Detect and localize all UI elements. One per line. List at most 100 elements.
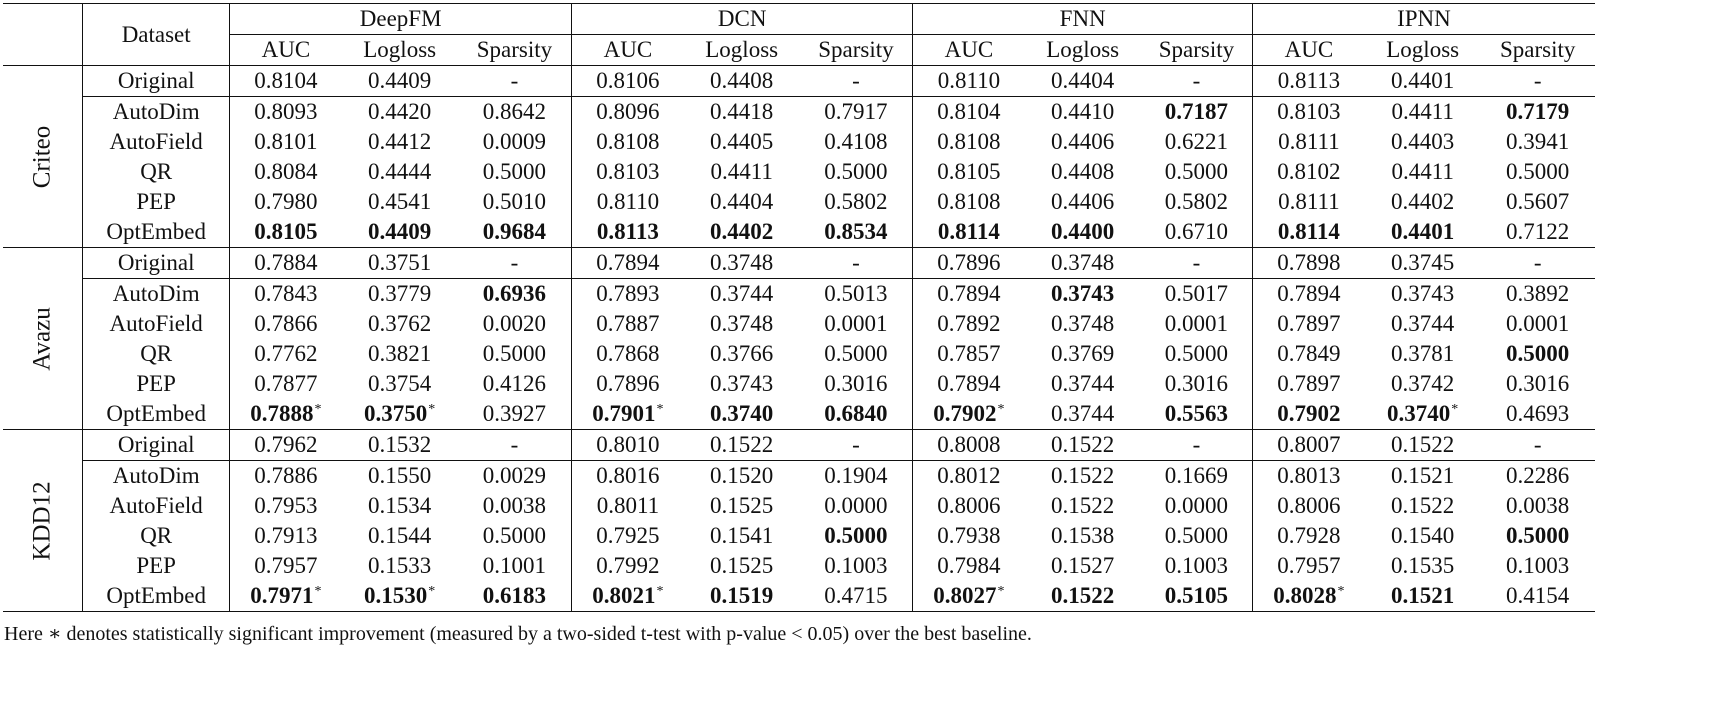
table-row: AutoField 0.7866 0.3762 0.0020 0.7887 0.3748 0… [3, 309, 1595, 339]
metric-value-cell: - [1480, 247, 1595, 279]
metric-value-cell: 0.7892 [912, 309, 1025, 339]
metric-value-cell: 0.8103 [1252, 96, 1365, 127]
metric-value-cell: 0.3766 [684, 339, 800, 369]
metric-value: 0.5010 [482, 189, 547, 214]
metric-value: 0.1520 [710, 463, 774, 488]
metric-value: 0.4411 [1391, 159, 1454, 184]
metric-value-cell: 0.3742 [1365, 369, 1481, 399]
metric-value: 0.7980 [254, 189, 318, 214]
metric-value: 0.9684 [482, 219, 547, 244]
table-row: AutoDim 0.8093 0.4420 0.8642 0.8096 0.4418 0.7… [3, 96, 1595, 128]
metric-value: 0.0001 [824, 311, 888, 336]
metric-value-cell: 0.4401 [1364, 65, 1481, 97]
metric-value: - [852, 250, 860, 275]
method-name: AutoField [82, 309, 230, 339]
method-name: Original [82, 65, 230, 97]
metric-value-cell: 0.8102 [1252, 157, 1365, 187]
metric-value-cell: 0.5105 [1140, 581, 1253, 612]
metric-value: 0.4411 [710, 159, 773, 184]
table-body: Criteo Original 0.8104 0.4409 - 0.8106 0.4408 -… [3, 65, 1595, 612]
metric-value-cell: 0.4444 [342, 157, 458, 187]
metric-value: 0.3744 [1051, 371, 1115, 396]
metric-value: - [510, 432, 519, 457]
metric-value: 0.3750 [364, 401, 428, 426]
metric-header-sparsity: Sparsity [457, 34, 572, 66]
metric-value-cell: 0.3744 [1024, 399, 1141, 430]
metric-value: 0.3927 [482, 401, 547, 426]
metric-value: 0.4715 [824, 583, 888, 608]
metric-value: - [1533, 250, 1542, 275]
metric-value-cell: 0.7857 [912, 339, 1025, 369]
metric-value-cell: 0.1001 [458, 551, 572, 581]
metric-value: 0.0001 [1164, 311, 1229, 336]
metric-value-cell: 0.3740* [1364, 399, 1481, 430]
metric-value-cell: 0.1533 [342, 551, 458, 581]
metric-value: 0.3742 [1391, 371, 1455, 396]
metric-value-cell: 0.3016 [1481, 369, 1595, 399]
metric-value: 0.7971 [250, 583, 314, 608]
metric-value-cell: 0.8010 [571, 429, 684, 461]
metric-value-cell: 0.0001 [800, 309, 913, 339]
metric-value-cell: 0.6840 [799, 399, 913, 430]
metric-value-cell: 0.7917 [800, 97, 913, 128]
metric-value-cell: 0.1522 [1025, 491, 1141, 521]
metric-value: 0.7894 [596, 250, 660, 275]
metric-value-cell: 0.3750* [341, 399, 458, 430]
metric-value-cell: 0.0001 [1141, 309, 1253, 339]
table-row: Criteo Original 0.8104 0.4409 - 0.8106 0.4408 -… [3, 65, 1595, 248]
metric-value: 0.5000 [824, 523, 888, 548]
metric-value-cell: 0.4411 [684, 157, 800, 187]
metric-value-cell: 0.1522 [1364, 429, 1481, 461]
significance-star-icon: * [428, 402, 436, 417]
metric-value: 0.7894 [937, 281, 1001, 306]
metric-value: 0.1522 [1391, 432, 1455, 457]
metric-value-cell: 0.8007 [1252, 429, 1365, 461]
metric-value: 0.3941 [1506, 129, 1570, 154]
metric-value: 0.7122 [1506, 219, 1570, 244]
metric-value: 0.1519 [710, 583, 774, 608]
metric-value: 0.8096 [596, 99, 660, 124]
metric-value: 0.7894 [937, 371, 1001, 396]
metric-value-cell: 0.7925 [571, 521, 684, 551]
metric-value: 0.8103 [1277, 99, 1341, 124]
metric-value: 0.8012 [937, 463, 1001, 488]
table-row: AutoDim 0.7886 0.1550 0.0029 0.8016 0.1520 0.1… [3, 460, 1595, 491]
metric-value-cell: 0.8028* [1252, 581, 1365, 612]
metric-value: 0.4693 [1506, 401, 1570, 426]
metric-value-cell: - [457, 65, 572, 97]
metric-value-cell: 0.1003 [1141, 551, 1253, 581]
results-table: Dataset DeepFM DCN FNN IPNN AUC Logloss Sp… [3, 3, 1595, 612]
metric-value: 0.6183 [482, 583, 547, 608]
metric-value-cell: 0.8111 [1252, 127, 1365, 157]
metric-value: 0.8108 [596, 129, 660, 154]
metric-value: 0.4405 [710, 129, 774, 154]
metric-value: 0.1530 [364, 583, 428, 608]
metric-value: 0.3743 [1051, 281, 1115, 306]
metric-value-cell: 0.4715 [799, 581, 913, 612]
metric-value-cell: 0.5017 [1141, 279, 1253, 310]
metric-value: 0.8102 [1277, 159, 1341, 184]
metric-header-logloss: Logloss [341, 34, 458, 66]
metric-value: 0.1003 [1506, 553, 1570, 578]
metric-value-cell: 0.4693 [1480, 399, 1595, 430]
metric-value: 0.8111 [1278, 189, 1340, 214]
metric-value: 0.8028 [1273, 583, 1337, 608]
metric-value-cell: 0.5000 [1481, 157, 1595, 187]
metric-value-cell: - [1140, 65, 1253, 97]
metric-value-cell: 0.4406 [1025, 127, 1141, 157]
metric-value-cell: 0.4408 [683, 65, 800, 97]
metric-value: 0.7898 [1277, 250, 1341, 275]
metric-value: 0.5802 [1164, 189, 1229, 214]
metric-value-cell: 0.3751 [341, 247, 458, 279]
metric-value-cell: - [457, 247, 572, 279]
method-name: OptEmbed [82, 399, 230, 430]
metric-value: 0.5013 [824, 281, 888, 306]
metric-value: 0.4406 [1051, 129, 1115, 154]
metric-value-cell: 0.3769 [1025, 339, 1141, 369]
metric-value: 0.8113 [1277, 68, 1341, 93]
metric-value-cell: 0.8111 [1252, 187, 1365, 217]
metric-value: 0.1533 [368, 553, 432, 578]
metric-value: 0.8108 [937, 129, 1001, 154]
header-row-metrics: AUC Logloss Sparsity AUC Logloss Sparsity AUC L… [3, 34, 1595, 66]
metric-value-cell: 0.7971* [229, 581, 342, 612]
